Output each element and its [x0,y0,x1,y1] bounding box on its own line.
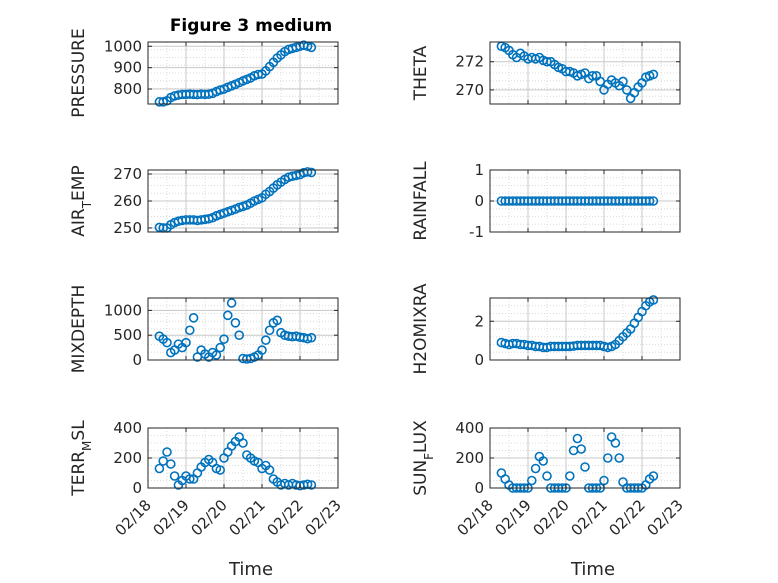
data-point [306,167,317,178]
panel-1: 800 900 1000 PRESSURE [69,28,339,118]
data-point [257,345,267,355]
data-point [610,438,621,448]
y-tick-label: 270 [113,165,142,183]
figure-title: Figure 3 medium [170,16,332,36]
y-tick-label: 500 [113,326,142,344]
y-tick-label: 0 [132,479,142,497]
data-point [614,453,625,463]
data-point [526,475,537,486]
y-axis-label: PRESSURE [69,28,89,117]
y-axis-label: SUNFLUX [411,420,436,496]
y-tick-label: 1000 [104,301,142,319]
y-axis-label: AIRTEMP [69,165,94,236]
y-tick-label: 0 [474,351,484,369]
data-point [306,332,317,343]
y-tick-label: 800 [113,80,142,98]
data-point [181,337,191,348]
data-point [538,456,549,466]
y-tick-label: 0 [474,192,484,210]
y-tick-label: 1 [474,161,484,179]
data-point [542,471,552,481]
data-point [587,71,598,81]
data-point [215,342,225,353]
y-tick-label: 900 [113,59,142,77]
y-axis-label: RAINFALL [411,161,431,241]
panel-3: 250 260 270 AIRTEMP [69,165,339,237]
data-point [602,453,613,463]
axes-box [147,297,339,361]
y-tick-label: 400 [113,419,142,437]
data-point [253,69,264,80]
data-point [648,295,659,305]
data-point [162,447,172,457]
y-tick-label: 1000 [104,37,142,55]
x-axis-label: Time [228,559,273,580]
axes-box [489,297,681,361]
data-point [580,462,590,472]
data-point [302,167,313,177]
x-axis-label: Time [570,559,615,580]
data-point [226,298,237,308]
data-point [185,325,195,336]
data-point [644,196,655,206]
y-tick-label: 0 [132,351,142,369]
panel-2: 270 272 THETA [411,41,681,105]
data-point [264,325,275,336]
data-point [306,42,317,53]
data-point [302,333,313,344]
y-tick-label: 250 [113,219,142,237]
axes-box [489,41,681,105]
data-point [211,350,222,360]
data-point [185,474,195,484]
y-tick-label: 270 [455,81,484,99]
y-tick-label: 272 [455,53,484,71]
data-point [648,471,659,481]
data-point [188,313,199,323]
data-point [648,69,659,80]
data-point [230,317,241,328]
data-point [166,459,176,469]
y-tick-label: 2 [474,312,484,330]
y-axis-label: THETA [411,45,431,101]
data-point [260,335,271,345]
y-tick-label: 200 [113,449,142,467]
axes-box [147,41,339,105]
y-axis-label: TERRMSL [69,420,94,497]
data-point [306,480,317,490]
data-point [530,463,541,474]
y-axis-label: H2OMIXRA [411,283,431,374]
data-point [223,310,233,321]
data-point [169,471,180,481]
data-point [618,76,628,87]
data-point [272,315,283,326]
y-tick-label: -1 [469,223,484,241]
data-point [572,433,583,444]
data-point [576,444,587,454]
data-point [564,471,575,481]
data-point [648,196,659,206]
y-axis-label: MIXDEPTH [69,285,89,374]
data-point [219,334,229,344]
panel-4: -1 0 1 RAINFALL [411,161,681,241]
data-point [264,465,275,475]
data-point [162,337,172,348]
data-point [238,438,248,448]
y-tick-label: 400 [455,419,484,437]
panel-6: 0 2 H2OMIXRA [411,283,681,375]
y-tick-label: 0 [474,479,484,497]
panel-5: 0 500 1000 MIXDEPTH [69,285,339,374]
y-tick-label: 260 [113,192,142,210]
y-tick-label: 200 [455,449,484,467]
data-point [154,463,165,474]
data-point [234,330,244,341]
data-point [215,465,225,475]
